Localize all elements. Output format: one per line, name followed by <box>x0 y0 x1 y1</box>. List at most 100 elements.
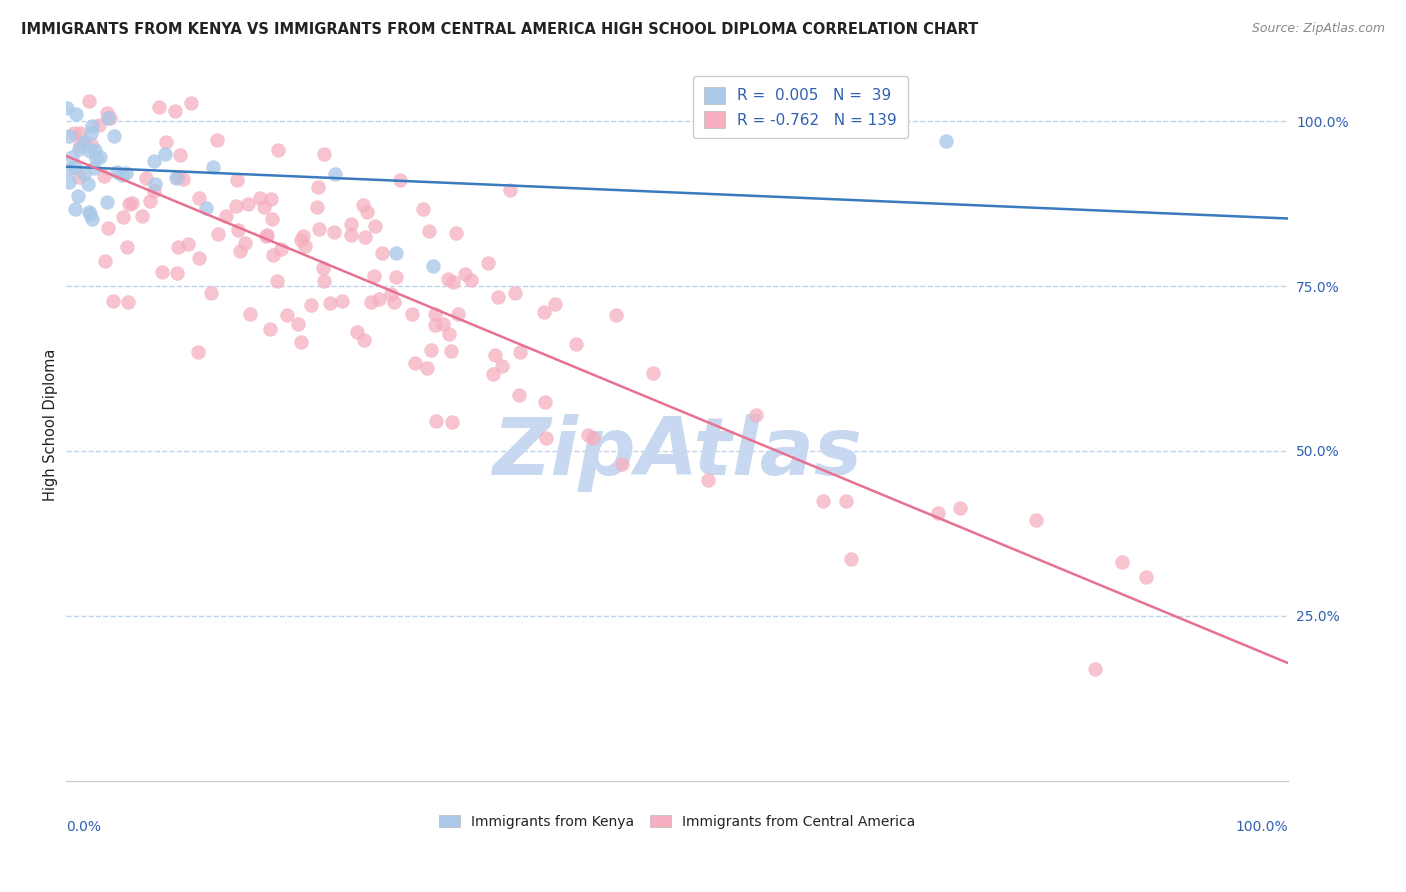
Point <box>949 500 972 515</box>
Point <box>477 256 499 270</box>
Point <box>97 221 120 235</box>
Point <box>180 96 202 111</box>
Y-axis label: High School Diploma: High School Diploma <box>44 349 58 500</box>
Point <box>839 551 862 566</box>
Point <box>446 307 468 321</box>
Point <box>368 292 391 306</box>
Point <box>200 285 222 300</box>
Point <box>262 248 284 262</box>
Point <box>437 327 460 342</box>
Point <box>364 219 387 233</box>
Point <box>72 167 94 181</box>
Point <box>339 228 361 243</box>
Point <box>58 175 80 189</box>
Point <box>259 322 281 336</box>
Point <box>323 167 346 181</box>
Legend: R =  0.005   N =  39, R = -0.762   N = 139: R = 0.005 N = 39, R = -0.762 N = 139 <box>693 76 908 138</box>
Point <box>290 233 312 247</box>
Point <box>66 189 89 203</box>
Point <box>80 119 103 133</box>
Point <box>111 168 134 182</box>
Point <box>105 165 128 179</box>
Point <box>77 204 100 219</box>
Point <box>195 201 218 215</box>
Point <box>65 106 87 120</box>
Point <box>76 177 98 191</box>
Point <box>177 236 200 251</box>
Point <box>353 333 375 347</box>
Point <box>508 388 530 402</box>
Point <box>138 194 160 208</box>
Text: Source: ZipAtlas.com: Source: ZipAtlas.com <box>1251 22 1385 36</box>
Point <box>412 202 434 216</box>
Point <box>225 199 247 213</box>
Point <box>388 173 411 187</box>
Point <box>482 368 505 382</box>
Point <box>491 359 513 373</box>
Point <box>253 200 276 214</box>
Point <box>432 317 454 331</box>
Point <box>505 286 527 301</box>
Point <box>83 143 105 157</box>
Point <box>437 271 460 285</box>
Point <box>79 207 101 221</box>
Point <box>226 223 249 237</box>
Point <box>610 457 633 471</box>
Point <box>307 200 329 214</box>
Point <box>294 239 316 253</box>
Point <box>115 240 138 254</box>
Point <box>266 274 288 288</box>
Point <box>155 136 177 150</box>
Point <box>167 169 190 184</box>
Point <box>319 296 342 310</box>
Point <box>420 343 443 358</box>
Point <box>352 198 374 212</box>
Point <box>314 147 336 161</box>
Point <box>536 431 558 445</box>
Point <box>276 308 298 322</box>
Text: ZipAtlas: ZipAtlas <box>492 414 862 492</box>
Point <box>299 298 322 312</box>
Point <box>80 136 103 151</box>
Point <box>205 133 228 147</box>
Point <box>935 134 957 148</box>
Point <box>425 414 447 428</box>
Point <box>167 239 190 253</box>
Point <box>97 111 120 125</box>
Point <box>169 148 191 162</box>
Point <box>927 506 949 520</box>
Point <box>89 150 111 164</box>
Point <box>84 151 107 165</box>
Point <box>239 308 262 322</box>
Point <box>811 493 834 508</box>
Point <box>346 325 368 339</box>
Point <box>63 160 86 174</box>
Point <box>425 318 447 333</box>
Point <box>89 118 111 132</box>
Point <box>166 266 188 280</box>
Point <box>1025 513 1047 527</box>
Point <box>544 296 567 310</box>
Point <box>416 360 439 375</box>
Point <box>233 236 256 251</box>
Point <box>100 111 122 125</box>
Point <box>484 348 506 362</box>
Point <box>238 197 260 211</box>
Point <box>576 428 599 442</box>
Point <box>202 161 225 175</box>
Point <box>1111 555 1133 569</box>
Point <box>371 245 394 260</box>
Point <box>422 260 444 274</box>
Point <box>340 217 363 231</box>
Point <box>290 334 312 349</box>
Point <box>356 205 378 219</box>
Point <box>401 307 423 321</box>
Point <box>150 265 173 279</box>
Point <box>287 317 309 331</box>
Point <box>83 161 105 175</box>
Text: IMMIGRANTS FROM KENYA VS IMMIGRANTS FROM CENTRAL AMERICA HIGH SCHOOL DIPLOMA COR: IMMIGRANTS FROM KENYA VS IMMIGRANTS FROM… <box>21 22 979 37</box>
Text: 0.0%: 0.0% <box>66 820 101 834</box>
Point <box>385 270 408 285</box>
Point <box>460 273 482 287</box>
Point <box>215 209 238 223</box>
